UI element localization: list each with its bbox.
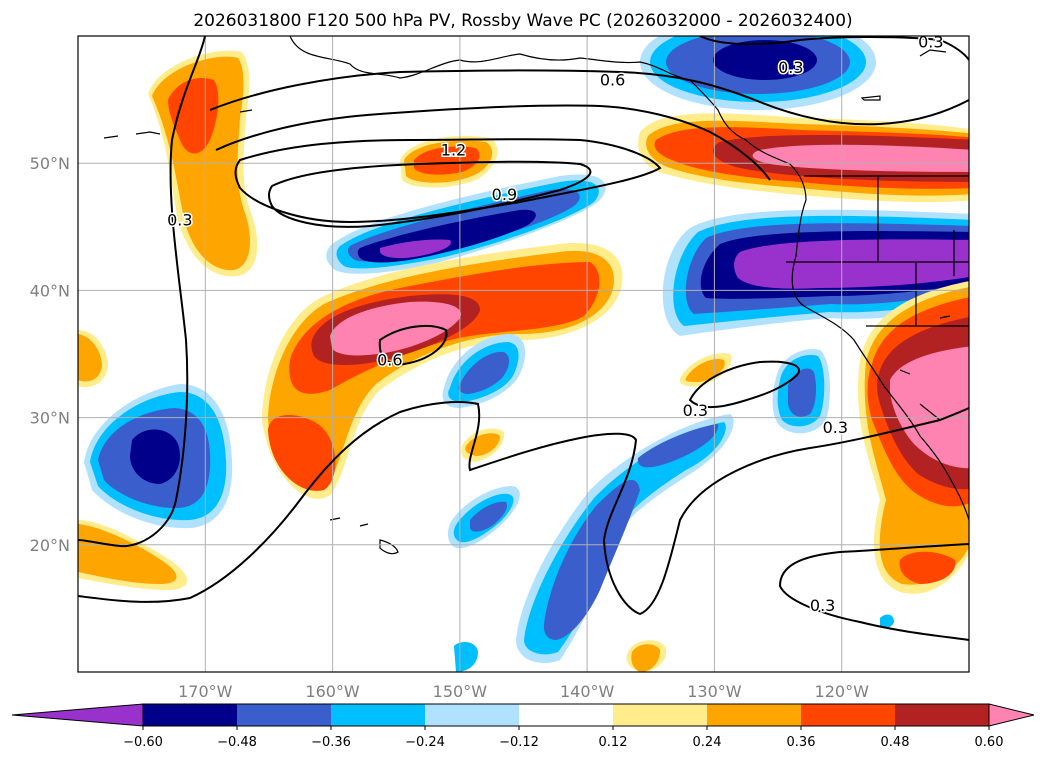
contour-label: 0.3 <box>167 210 192 229</box>
contour-label: 0.3 <box>918 32 943 51</box>
colorbar-tick-label: −0.60 <box>123 735 163 750</box>
colorbar-segment <box>895 704 990 726</box>
colorbar-tick-label: 0.24 <box>693 735 722 750</box>
colorbar-tick-label: 0.36 <box>787 735 816 750</box>
contour-label: 0.3 <box>823 418 848 437</box>
lat-tick-label: 40°N <box>30 281 70 300</box>
colorbar-tick-label: −0.48 <box>217 735 257 750</box>
colorbar-segment <box>801 704 896 726</box>
pv-contours <box>78 36 969 641</box>
colorbar-extend-max <box>988 703 1035 727</box>
gridlines <box>78 36 969 672</box>
colorbar-tick-label: −0.12 <box>499 735 539 750</box>
colorbar-segment <box>707 704 802 726</box>
colorbar-tick-label: 0.60 <box>975 735 1004 750</box>
colorbar-segment <box>237 704 332 726</box>
lon-tick-label: 160°W <box>305 682 360 701</box>
map-frame <box>77 35 970 673</box>
anomaly-shading <box>78 36 969 672</box>
colorbar-tick-label: −0.36 <box>311 735 351 750</box>
lon-tick-label: 140°W <box>560 682 615 701</box>
lat-tick-label: 50°N <box>30 154 70 173</box>
contour-label: 1.2 <box>441 140 466 159</box>
contour-label: 0.6 <box>600 71 625 90</box>
colorbar-segment <box>143 704 238 726</box>
contour-label: 0.3 <box>810 596 835 615</box>
contour-label: 0.3 <box>778 58 803 77</box>
colorbar-segment <box>613 704 708 726</box>
colorbar-segment <box>425 704 520 726</box>
colorbar-frame <box>142 703 990 727</box>
colorbar-segment <box>331 704 426 726</box>
contour-label: 0.9 <box>492 185 517 204</box>
longitude-labels: 170°W 160°W 150°W 140°W 130°W 120°W <box>178 682 869 701</box>
colorbar-extend-min <box>11 703 144 727</box>
colorbar-tick-label: 0.48 <box>881 735 910 750</box>
lat-tick-label: 30°N <box>30 409 70 428</box>
contour-label: 0.6 <box>377 350 402 369</box>
lon-tick-label: 120°W <box>815 682 870 701</box>
lon-tick-label: 130°W <box>687 682 742 701</box>
colorbar: −0.60 −0.48 −0.36 −0.24 −0.12 0.12 0.24 0.36 0.4… <box>11 703 1035 750</box>
contour-labels: 0.3 0.6 1.2 0.9 0.6 0.3 0.3 0.3 0.3 0.3 <box>166 32 945 616</box>
latitude-labels: 20°N 30°N 40°N 50°N <box>30 154 70 555</box>
lat-tick-label: 20°N <box>30 536 70 555</box>
chart-title: 2026031800 F120 500 hPa PV, Rossby Wave … <box>193 11 852 31</box>
map-area: 0.3 0.6 1.2 0.9 0.6 0.3 0.3 0.3 0.3 0.3 <box>78 32 969 672</box>
colorbar-segment <box>519 704 614 726</box>
contour-label: 0.3 <box>683 401 708 420</box>
lon-tick-label: 150°W <box>433 682 488 701</box>
lon-tick-label: 170°W <box>178 682 233 701</box>
colorbar-tick-label: −0.24 <box>405 735 445 750</box>
colorbar-tick-label: 0.12 <box>599 735 628 750</box>
